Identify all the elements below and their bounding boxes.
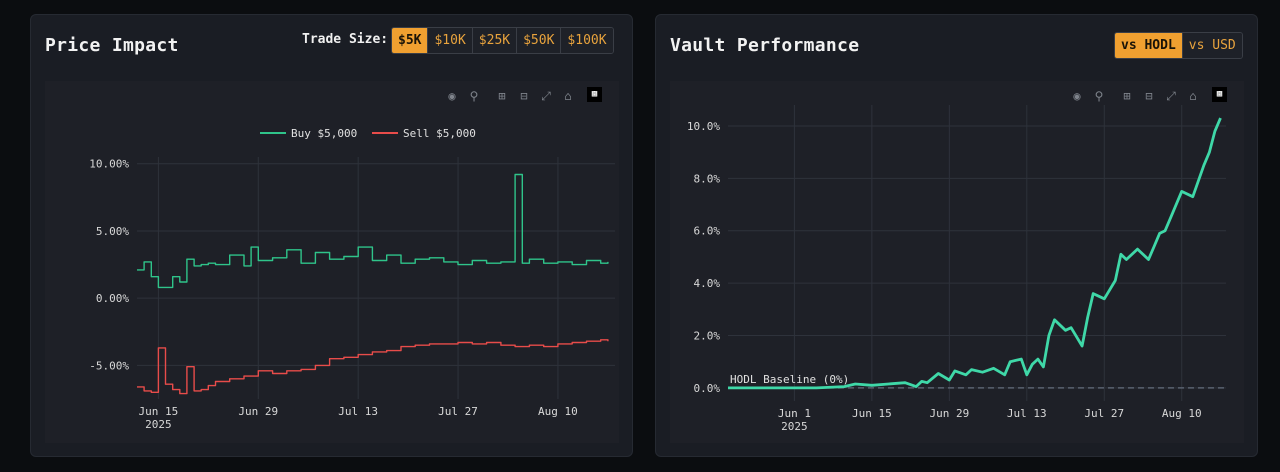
- camera-icon[interactable]: ◉: [448, 89, 456, 103]
- y-tick-label: 8.0%: [694, 172, 721, 185]
- compare-selector: vs HODL vs USD: [1114, 32, 1243, 59]
- plotly-logo-icon[interactable]: ▩: [1212, 87, 1227, 102]
- zoom-icon[interactable]: ⚲: [1094, 89, 1104, 103]
- trade-size-selector: $5K $10K $25K $50K $100K: [391, 27, 614, 54]
- y-tick-label: 4.0%: [694, 277, 721, 290]
- zoom-out-icon[interactable]: ⊟: [1145, 89, 1153, 103]
- x-tick-label: Jun 15: [852, 407, 892, 420]
- price-impact-chart: ◉ ⚲ ⊞ ⊟ ⤢ ⌂ ▩ Jun 15 2025 Jun 29 Jul 13 Jul …: [45, 81, 619, 443]
- x-tick-label: Aug 10: [538, 405, 578, 418]
- trade-size-100k-button[interactable]: $100K: [561, 28, 613, 53]
- vs-usd-button[interactable]: vs USD: [1182, 33, 1242, 58]
- trade-size-label: Trade Size:: [302, 32, 389, 47]
- sell-series-line: [137, 339, 609, 395]
- x-tick-label: 2025: [145, 418, 172, 431]
- x-tick-label: Jul 13: [338, 405, 378, 418]
- y-tick-label: 5.00%: [96, 225, 129, 238]
- trade-size-25k-button[interactable]: $25K: [472, 28, 518, 53]
- y-tick-label: 10.00%: [89, 158, 129, 171]
- price-impact-title: Price Impact: [45, 35, 179, 56]
- autoscale-icon[interactable]: ⤢: [1166, 89, 1176, 103]
- home-icon[interactable]: ⌂: [564, 89, 572, 103]
- x-tick-label: Jul 13: [1007, 407, 1047, 420]
- baseline-label: HODL Baseline (0%): [730, 373, 849, 386]
- price-impact-panel: Price Impact Trade Size: $5K $10K $25K $…: [30, 14, 633, 457]
- x-tick-label: Jun 29: [238, 405, 278, 418]
- chart-toolbar: ◉ ⚲ ⊞ ⊟ ⤢ ⌂ ▩: [443, 87, 602, 105]
- chart-toolbar: ◉ ⚲ ⊞ ⊟ ⤢ ⌂ ▩: [1068, 87, 1227, 105]
- legend-entry: Buy $5,000: [291, 127, 357, 140]
- home-icon[interactable]: ⌂: [1189, 89, 1197, 103]
- y-tick-label: 2.0%: [694, 330, 721, 343]
- x-tick-label: Jul 27: [1084, 407, 1124, 420]
- plotly-logo-icon[interactable]: ▩: [587, 87, 602, 102]
- trade-size-5k-button[interactable]: $5K: [392, 28, 429, 53]
- zoom-in-icon[interactable]: ⊞: [498, 89, 506, 103]
- x-tick-label: Jul 27: [438, 405, 478, 418]
- trade-size-50k-button[interactable]: $50K: [517, 28, 562, 53]
- zoom-out-icon[interactable]: ⊟: [520, 89, 528, 103]
- y-tick-label: -5.00%: [89, 359, 129, 372]
- x-tick-label: 2025: [781, 420, 808, 433]
- zoom-icon[interactable]: ⚲: [469, 89, 479, 103]
- y-tick-label: 0.00%: [96, 292, 129, 305]
- x-tick-label: Jun 29: [929, 407, 969, 420]
- zoom-in-icon[interactable]: ⊞: [1123, 89, 1131, 103]
- legend-entry: Sell $5,000: [403, 127, 476, 140]
- vault-performance-panel: Vault Performance vs HODL vs USD ◉ ⚲ ⊞ ⊟…: [655, 14, 1258, 457]
- x-tick-label: Jun 1: [778, 407, 811, 420]
- y-tick-label: 10.0%: [687, 120, 720, 133]
- vault-series-line: [728, 117, 1222, 390]
- autoscale-icon[interactable]: ⤢: [541, 89, 551, 103]
- x-tick-label: Jun 15: [139, 405, 179, 418]
- vs-hodl-button[interactable]: vs HODL: [1115, 33, 1183, 58]
- vault-performance-title: Vault Performance: [670, 35, 860, 56]
- trade-size-10k-button[interactable]: $10K: [428, 28, 473, 53]
- buy-series-line: [137, 173, 609, 289]
- x-tick-label: Aug 10: [1162, 407, 1202, 420]
- vault-performance-chart: ◉ ⚲ ⊞ ⊟ ⤢ ⌂ ▩ Jun 1 2025 Jun 15 Jun 29 Jul 1…: [670, 81, 1244, 443]
- y-tick-label: 0.0%: [694, 382, 721, 395]
- y-tick-label: 6.0%: [694, 225, 721, 238]
- camera-icon[interactable]: ◉: [1073, 89, 1081, 103]
